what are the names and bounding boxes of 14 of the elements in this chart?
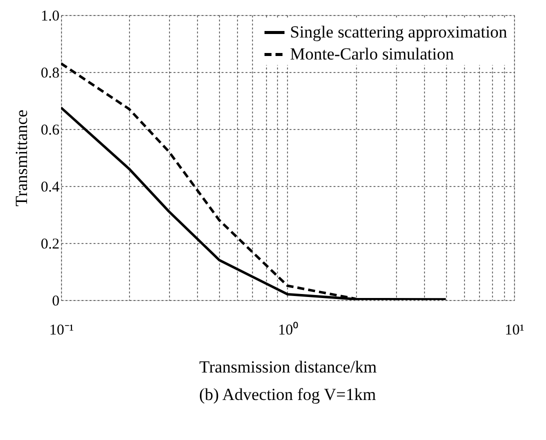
y-axis-title: Transmittance [12, 110, 31, 206]
x-axis-title: Transmission distance/km [199, 358, 377, 376]
y-tick-label: 0.2 [40, 236, 60, 252]
y-tick-label: 0 [52, 294, 60, 310]
y-tick-label: 0.8 [40, 66, 60, 82]
y-tick-label: 0.4 [40, 180, 60, 196]
text: (b) Advection fog V=1km [199, 385, 376, 404]
legend-label: Single scattering approximation [290, 22, 508, 42]
x-tick-label: 10⁻¹ [49, 322, 74, 338]
legend-label: Monte-Carlo simulation [290, 44, 454, 64]
x-tick-label: 10⁰ [278, 322, 298, 338]
x-tick-label: 10¹ [504, 322, 524, 338]
y-tick-label: 1.0 [40, 8, 60, 24]
y-tick-label: 0.6 [40, 122, 60, 138]
